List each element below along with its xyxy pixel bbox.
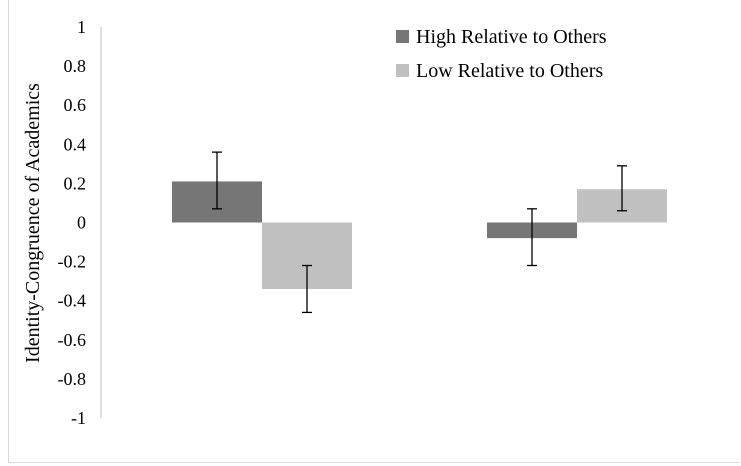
y-tick-label: -0.6 [58, 330, 87, 350]
y-tick-label: 0 [77, 213, 86, 233]
y-tick-label: -0.4 [58, 291, 87, 311]
y-tick-label: 0.8 [64, 56, 87, 76]
y-tick-label: -0.8 [58, 369, 87, 389]
legend-swatch-low [396, 64, 409, 77]
legend-swatch-high [396, 30, 409, 43]
bars [172, 181, 667, 289]
legend: High Relative to Others Low Relative to … [396, 26, 607, 82]
y-tick-label: 0.6 [64, 95, 87, 115]
y-axis-label: Identity-Congruence of Academics [22, 83, 44, 363]
y-tick-label: -1 [71, 408, 86, 428]
error-bar-series0-group1 [527, 208, 537, 267]
chart-frame [8, 0, 739, 463]
y-tick-label: -0.2 [58, 252, 87, 272]
y-tick-label: 0.2 [64, 173, 87, 193]
error-bars [212, 151, 627, 314]
y-tick-label: 1 [77, 17, 86, 37]
legend-label-high: High Relative to Others [416, 26, 607, 48]
error-bar-series0-group0 [212, 151, 222, 210]
error-bar-series1-group1 [617, 165, 627, 212]
y-axis-ticks: 1 0.8 0.6 0.4 0.2 0 -0.2 -0.4 -0.6 -0.8 -1 [58, 17, 87, 428]
y-tick-label: 0.4 [64, 134, 87, 154]
legend-label-low: Low Relative to Others [416, 60, 603, 82]
error-bar-series1-group0 [302, 264, 312, 314]
